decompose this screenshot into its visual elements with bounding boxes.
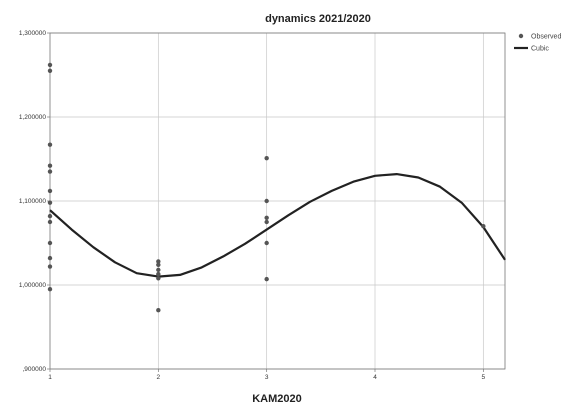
x-tick-label: 5 bbox=[482, 374, 486, 381]
observed-point bbox=[264, 155, 269, 161]
observed-point bbox=[47, 287, 53, 292]
observed-point bbox=[47, 264, 53, 269]
x-axis-label: KAM2020 bbox=[252, 393, 302, 405]
observed-point bbox=[47, 200, 53, 205]
observed-point bbox=[47, 142, 53, 147]
observed-point bbox=[156, 271, 161, 277]
x-tick-label: 3 bbox=[265, 374, 269, 381]
chart-title: dynamics 2021/2020 bbox=[265, 13, 371, 25]
y-tick-label: 1,100000 bbox=[19, 198, 46, 205]
observed-point bbox=[156, 276, 161, 281]
observed-points-layer bbox=[47, 62, 486, 313]
observed-point bbox=[47, 219, 53, 225]
legend-label-observed: Observed bbox=[531, 34, 561, 41]
y-tick-label: 1,000000 bbox=[19, 282, 46, 289]
y-tick-label: ,900000 bbox=[23, 366, 47, 373]
observed-point bbox=[264, 240, 269, 246]
observed-point bbox=[47, 255, 53, 261]
cubic-fit-line bbox=[49, 173, 506, 278]
y-tick-label: 1,200000 bbox=[19, 114, 46, 121]
legend-marker-observed bbox=[518, 33, 524, 39]
observed-point bbox=[47, 163, 53, 168]
observed-point bbox=[47, 188, 53, 194]
observed-point bbox=[47, 213, 53, 219]
observed-point bbox=[481, 224, 486, 229]
observed-point bbox=[156, 262, 161, 268]
observed-point bbox=[47, 169, 53, 174]
x-tick-label: 4 bbox=[373, 374, 377, 381]
x-axis: 1 2 3 4 5 bbox=[48, 369, 486, 381]
y-axis: ,900000 1,000000 1,100000 1,200000 1,300000 bbox=[19, 30, 50, 373]
observed-point bbox=[156, 259, 161, 264]
grid bbox=[50, 32, 505, 370]
x-tick-label: 2 bbox=[157, 374, 161, 381]
observed-point bbox=[47, 62, 53, 68]
observed-point bbox=[264, 276, 269, 282]
observed-point bbox=[47, 240, 53, 246]
fit-curve-layer bbox=[49, 173, 506, 278]
observed-point bbox=[156, 308, 161, 313]
observed-point bbox=[264, 219, 269, 225]
observed-point bbox=[264, 215, 269, 220]
legend-label-cubic: Cubic bbox=[531, 46, 549, 53]
observed-point bbox=[156, 267, 161, 273]
y-tick-label: 1,300000 bbox=[19, 30, 46, 37]
legend: Observed Cubic bbox=[514, 34, 561, 53]
observed-point bbox=[47, 68, 53, 74]
x-tick-label: 1 bbox=[48, 374, 52, 381]
observed-point bbox=[264, 198, 269, 204]
